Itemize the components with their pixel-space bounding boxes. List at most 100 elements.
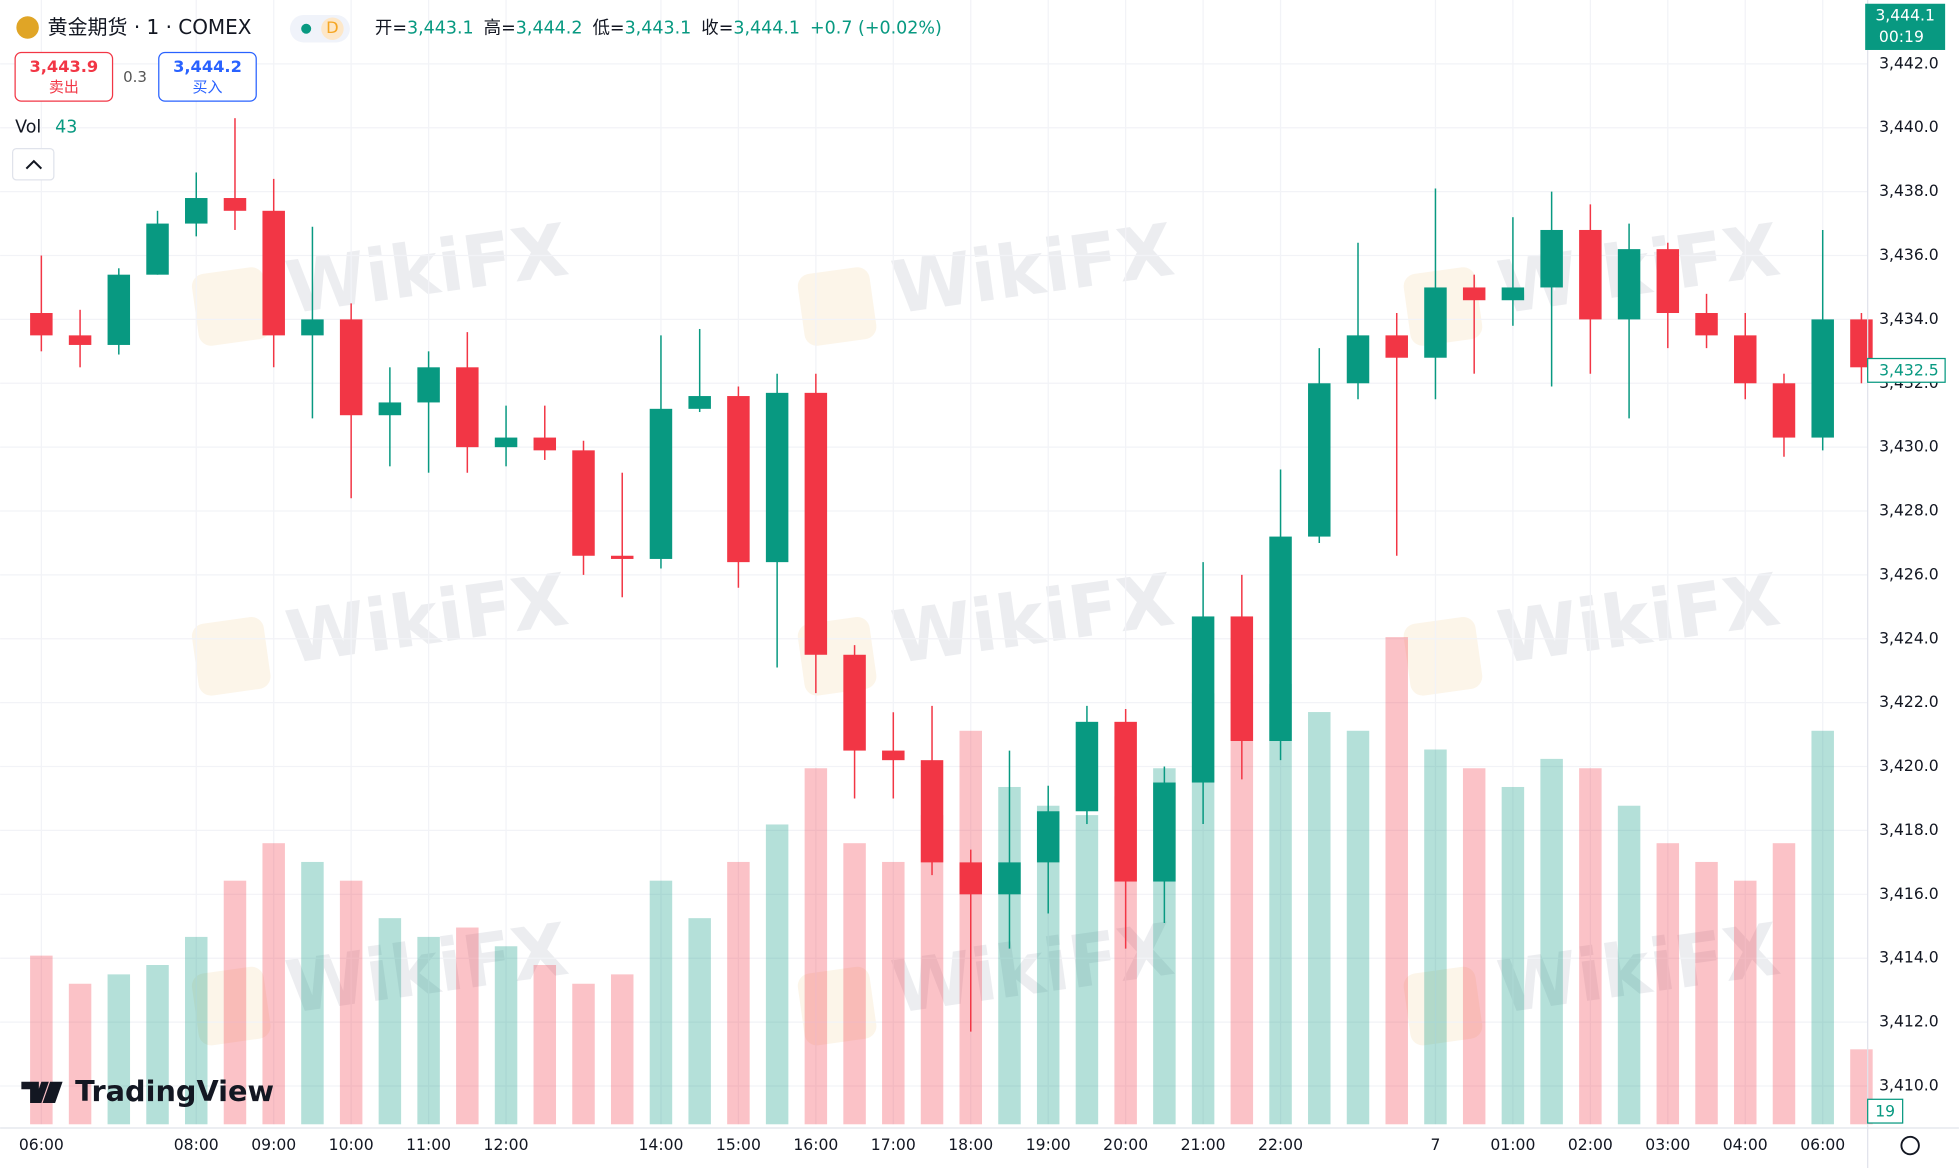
- y-tick-label: 3,418.0: [1879, 821, 1939, 839]
- x-tick-label: 08:00: [174, 1136, 219, 1154]
- close-label: 收=: [701, 19, 733, 39]
- candle-body: [1075, 721, 1099, 812]
- x-tick-label: 01:00: [1490, 1136, 1535, 1154]
- status-dot: [301, 23, 312, 34]
- volume-bar: [727, 861, 750, 1125]
- volume-bar: [301, 861, 324, 1125]
- volume-bar: [688, 918, 711, 1125]
- volume-bar: [1036, 805, 1060, 1125]
- y-tick-label: 3,424.0: [1879, 629, 1939, 647]
- x-tick-label: 04:00: [1723, 1136, 1768, 1154]
- volume-bar: [417, 936, 440, 1125]
- open-value: 3,443.1: [407, 19, 474, 39]
- candle-body: [1269, 536, 1292, 742]
- volume-bar: [494, 946, 518, 1125]
- volume-bar: [1734, 880, 1757, 1125]
- countdown: 00:19: [1879, 28, 1924, 46]
- x-tick-label: 14:00: [638, 1136, 683, 1154]
- candle-body: [920, 760, 944, 863]
- volume-bar: [1308, 712, 1331, 1125]
- y-tick-label: 3,412.0: [1879, 1013, 1939, 1031]
- candle-body: [301, 319, 324, 336]
- candle-body: [1656, 249, 1680, 314]
- y-tick-label: 3,428.0: [1879, 502, 1939, 520]
- watermark-icon: [191, 267, 271, 346]
- volume-bar: [843, 843, 866, 1125]
- price-tag-value: 3,444.1: [1875, 7, 1935, 25]
- candles: [30, 118, 1873, 1032]
- candle-body: [1308, 383, 1331, 537]
- x-tick-label: 22:00: [1258, 1136, 1303, 1154]
- candle-body: [339, 319, 363, 416]
- volume-bar: [533, 965, 557, 1125]
- collapse-button[interactable]: [11, 148, 55, 181]
- change: +0.7 (+0.02%): [810, 19, 942, 39]
- candle-body: [1230, 616, 1254, 742]
- y-tick-label: 3,410.0: [1879, 1076, 1939, 1094]
- volume-bar: [1501, 786, 1525, 1125]
- last-price: 3,432.5: [1879, 362, 1939, 380]
- price-tag: [1865, 3, 1946, 50]
- candle-body: [1191, 616, 1215, 783]
- x-tick-label: 03:00: [1645, 1136, 1690, 1154]
- symbol[interactable]: 黄金期货 · 1 · COMEX: [48, 15, 252, 39]
- y-tick-label: 3,440.0: [1879, 118, 1939, 136]
- candle-body: [572, 450, 595, 556]
- volume-bar: [765, 824, 789, 1125]
- candle-body: [494, 437, 518, 448]
- watermark-icon: [797, 267, 877, 346]
- candle-body: [1385, 335, 1408, 358]
- volume-bar: [456, 927, 479, 1125]
- settings-icon[interactable]: [1900, 1135, 1920, 1156]
- sell-button[interactable]: [14, 51, 114, 102]
- candle-body: [765, 392, 789, 563]
- volume-bar: [920, 815, 944, 1125]
- volume-bar: [1346, 730, 1370, 1125]
- candle-body: [1579, 229, 1602, 320]
- candle-body: [1772, 383, 1796, 438]
- candle-body: [882, 750, 905, 761]
- volume-bar: [1811, 730, 1834, 1125]
- y-tick-label: 3,434.0: [1879, 310, 1939, 328]
- volume-bar: [804, 768, 828, 1125]
- vol-value: 43: [55, 117, 77, 137]
- y-tick-label: 3,438.0: [1879, 182, 1939, 200]
- buy-price: 3,444.2: [173, 57, 242, 76]
- interval-bg: [321, 17, 344, 40]
- volume-bar: [339, 880, 363, 1125]
- volume-bar: [68, 983, 92, 1125]
- candle-body: [1153, 782, 1176, 882]
- high-value: 3,444.2: [516, 19, 583, 39]
- buy-label: 买入: [193, 78, 223, 96]
- low-value: 3,443.1: [625, 19, 692, 39]
- volume-scale-label: 19: [1875, 1102, 1895, 1120]
- symbol-icon: [16, 16, 39, 39]
- y-tick-label: 3,422.0: [1879, 693, 1939, 711]
- x-tick-label: 02:00: [1568, 1136, 1613, 1154]
- high-label: 高=: [484, 19, 516, 39]
- x-tick-label: 06:00: [1800, 1136, 1845, 1154]
- volume-bar: [610, 974, 634, 1125]
- volume-bar: [1617, 805, 1641, 1125]
- x-tick-label: 17:00: [871, 1136, 916, 1154]
- watermark-icon: [1403, 616, 1483, 696]
- volume-scale-box: [1867, 1098, 1904, 1124]
- candle-body: [185, 198, 208, 224]
- x-tick-label: 06:00: [19, 1136, 64, 1154]
- y-tick-label: 3,416.0: [1879, 885, 1939, 903]
- watermark-icon: [1403, 966, 1483, 1046]
- candle-body: [223, 198, 247, 211]
- x-tick-label: 09:00: [251, 1136, 296, 1154]
- volume-bar: [649, 880, 673, 1125]
- volume-bar: [223, 880, 247, 1125]
- x-tick-label: 7: [1430, 1136, 1440, 1154]
- x-tick-label: 18:00: [948, 1136, 993, 1154]
- candle-body: [68, 335, 92, 345]
- y-tick-label: 3,442.0: [1879, 54, 1939, 72]
- candle-body: [1114, 721, 1137, 882]
- candle-body: [417, 367, 440, 403]
- buy-button[interactable]: [158, 51, 257, 102]
- open-label: 开=: [375, 19, 407, 39]
- volume-bar: [146, 965, 169, 1125]
- candle-body: [1501, 287, 1525, 301]
